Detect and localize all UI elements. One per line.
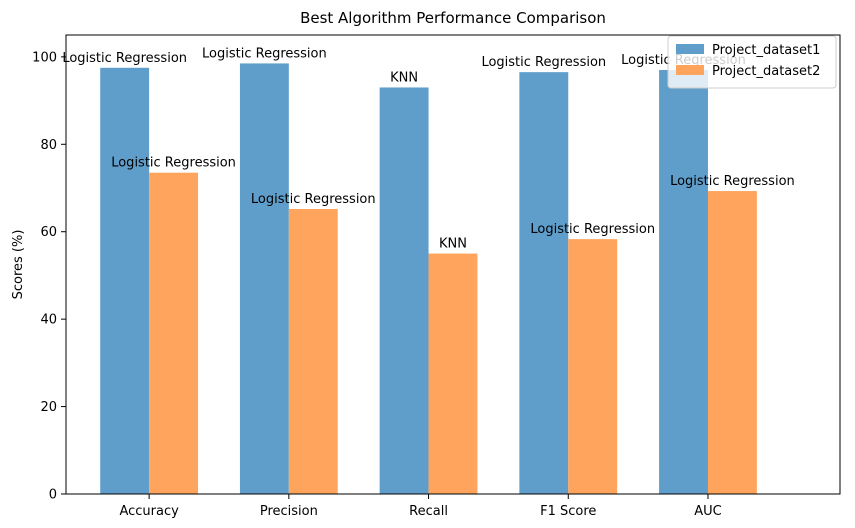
y-tick-label: 40 <box>40 313 57 328</box>
legend-swatch <box>676 65 704 75</box>
bar-annotation: Logistic Regression <box>481 55 606 70</box>
y-tick-label: 100 <box>32 50 57 65</box>
x-tick-label: Precision <box>260 504 318 519</box>
y-axis-label: Scores (%) <box>11 230 26 300</box>
legend: Project_dataset1 Project_dataset2 <box>667 35 837 89</box>
bar-annotation: Logistic Regression <box>670 174 795 189</box>
legend-box <box>667 35 837 89</box>
bar-project_dataset1-recall <box>379 87 429 494</box>
bar-annotation: Logistic Regression <box>62 51 187 66</box>
x-tick-label: Accuracy <box>119 504 179 519</box>
x-tick-label: Recall <box>409 504 448 519</box>
y-tick-label: 20 <box>40 400 57 415</box>
chart-title: Best Algorithm Performance Comparison <box>300 9 606 27</box>
x-tick-label: F1 Score <box>540 504 596 519</box>
bar-project_dataset2-recall <box>428 253 478 494</box>
legend-swatch <box>676 44 704 54</box>
y-tick-label: 60 <box>40 225 57 240</box>
bar-project_dataset1-precision <box>239 63 289 495</box>
bar-project_dataset2-accuracy <box>149 172 199 494</box>
x-tick-label: AUC <box>694 504 722 519</box>
bar-annotation: Logistic Regression <box>251 192 376 207</box>
bar-project_dataset1-accuracy <box>100 67 150 495</box>
legend-label: Project_dataset2 <box>712 64 820 79</box>
bar-annotation: Logistic Regression <box>202 46 327 61</box>
plot-area: Logistic Regression Logistic Regression KN… <box>32 34 841 519</box>
bar-project_dataset2-auc <box>707 191 757 494</box>
axes-frame <box>65 34 841 495</box>
y-tick-label: 0 <box>49 488 57 503</box>
bar-project_dataset2-precision <box>288 208 338 495</box>
bar-annotation: KNN <box>439 237 467 252</box>
bar-project_dataset1-f1-score <box>519 72 569 495</box>
bar-project_dataset2-f1-score <box>568 239 618 494</box>
legend-label: Project_dataset1 <box>712 43 820 58</box>
bar-project_dataset1-auc <box>659 69 708 494</box>
bar-annotation: KNN <box>390 70 418 85</box>
bar-annotation: Logistic Regression <box>111 156 236 171</box>
bar-annotation: Logistic Regression <box>530 222 655 237</box>
y-tick-label: 80 <box>40 138 57 153</box>
